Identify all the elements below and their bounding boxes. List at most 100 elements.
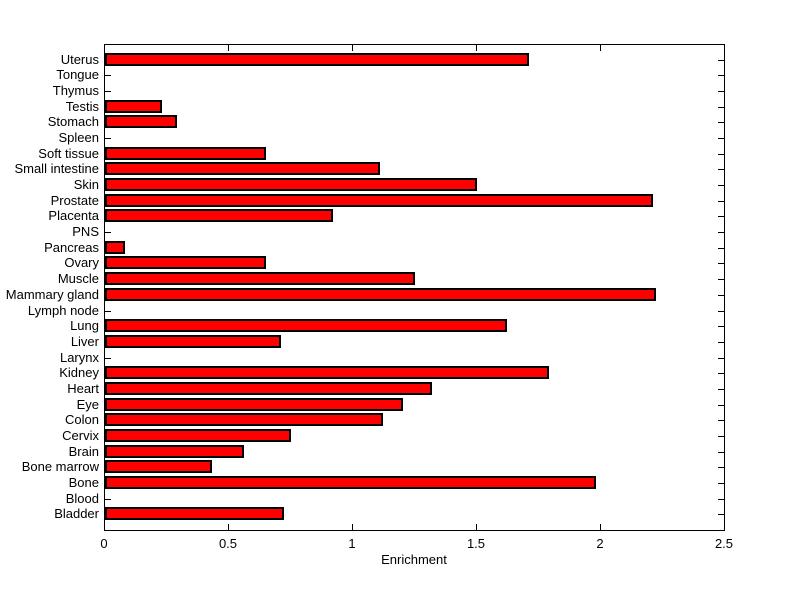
- y-axis-right-tick: [718, 342, 724, 343]
- category-label-lymph-node: Lymph node: [27, 303, 99, 318]
- y-axis-right-tick: [718, 201, 724, 202]
- x-axis-top-tick: [228, 45, 229, 51]
- y-axis-tick: [105, 311, 111, 312]
- x-axis-tick: [724, 524, 725, 530]
- bar-pancreas: [105, 241, 125, 254]
- category-label-colon: Colon: [65, 412, 99, 427]
- y-axis-right-tick: [718, 389, 724, 390]
- category-label-blood: Blood: [65, 491, 99, 506]
- bar-heart: [105, 382, 432, 395]
- x-axis-top-tick: [104, 45, 105, 51]
- category-label-cervix: Cervix: [62, 428, 99, 443]
- y-axis-right-tick: [718, 452, 724, 453]
- bar-skin: [105, 178, 477, 191]
- y-axis-right-tick: [718, 60, 724, 61]
- y-axis-right-tick: [718, 122, 724, 123]
- category-label-uterus: Uterus: [60, 52, 99, 67]
- bar-brain: [105, 445, 244, 458]
- bar-cervix: [105, 429, 291, 442]
- category-label-thymus: Thymus: [52, 83, 99, 98]
- bar-muscle: [105, 272, 415, 285]
- y-axis-right-tick: [718, 91, 724, 92]
- category-label-testis: Testis: [65, 99, 99, 114]
- bar-mammary-gland: [105, 288, 656, 301]
- y-axis-tick: [105, 91, 111, 92]
- y-axis-right-tick: [718, 107, 724, 108]
- y-axis-right-tick: [718, 326, 724, 327]
- category-label-prostate: Prostate: [50, 193, 99, 208]
- x-tick-label: 2: [596, 536, 604, 551]
- y-axis-right-tick: [718, 311, 724, 312]
- y-axis-right-tick: [718, 138, 724, 139]
- y-axis-tick: [105, 499, 111, 500]
- bar-liver: [105, 335, 281, 348]
- bar-placenta: [105, 209, 333, 222]
- x-tick-label: 0.5: [218, 536, 238, 551]
- category-label-spleen: Spleen: [58, 130, 99, 145]
- y-axis-right-tick: [718, 295, 724, 296]
- category-label-soft-tissue: Soft tissue: [38, 146, 99, 161]
- category-label-bladder: Bladder: [54, 506, 99, 521]
- y-axis-tick: [105, 75, 111, 76]
- category-label-tongue: Tongue: [56, 67, 99, 82]
- x-axis-tick: [352, 524, 353, 530]
- x-axis-tick: [228, 524, 229, 530]
- y-axis-right-tick: [718, 436, 724, 437]
- bar-prostate: [105, 194, 653, 207]
- y-axis-right-tick: [718, 420, 724, 421]
- bar-ovary: [105, 256, 266, 269]
- bar-bone-marrow: [105, 460, 212, 473]
- bar-soft-tissue: [105, 147, 266, 160]
- x-tick-label: 1: [348, 536, 356, 551]
- x-axis-tick: [476, 524, 477, 530]
- y-axis-right-tick: [718, 185, 724, 186]
- category-label-heart: Heart: [67, 381, 99, 396]
- y-axis-right-tick: [718, 514, 724, 515]
- y-axis-right-tick: [718, 154, 724, 155]
- y-axis-right-tick: [718, 467, 724, 468]
- x-axis-top-tick: [352, 45, 353, 51]
- x-axis-top-tick: [476, 45, 477, 51]
- category-label-kidney: Kidney: [59, 365, 99, 380]
- y-axis-tick: [105, 358, 111, 359]
- x-axis-top-tick: [724, 45, 725, 51]
- bar-uterus: [105, 53, 529, 66]
- category-label-brain: Brain: [68, 444, 99, 459]
- bar-lung: [105, 319, 507, 332]
- y-axis-right-tick: [718, 169, 724, 170]
- y-axis-tick: [105, 138, 111, 139]
- y-axis-right-tick: [718, 483, 724, 484]
- category-label-muscle: Muscle: [57, 271, 99, 286]
- bar-bladder: [105, 507, 284, 520]
- x-tick-label: 2.5: [714, 536, 734, 551]
- y-axis-right-tick: [718, 248, 724, 249]
- category-label-lung: Lung: [70, 318, 99, 333]
- category-label-larynx: Larynx: [59, 350, 99, 365]
- y-axis-right-tick: [718, 75, 724, 76]
- category-label-bone: Bone: [68, 475, 99, 490]
- y-axis-right-tick: [718, 405, 724, 406]
- category-label-small-intestine: Small intestine: [14, 161, 99, 176]
- x-tick-label: 0: [100, 536, 108, 551]
- y-axis-right-tick: [718, 373, 724, 374]
- y-axis-right-tick: [718, 279, 724, 280]
- x-axis-tick: [104, 524, 105, 530]
- x-axis-top-tick: [600, 45, 601, 51]
- bar-small-intestine: [105, 162, 380, 175]
- bar-eye: [105, 398, 403, 411]
- bar-colon: [105, 413, 383, 426]
- bar-testis: [105, 100, 162, 113]
- y-axis-right-tick: [718, 358, 724, 359]
- x-axis-label: Enrichment: [381, 552, 447, 567]
- category-label-stomach: Stomach: [47, 114, 99, 129]
- category-label-mammary-gland: Mammary gland: [5, 287, 99, 302]
- y-axis-right-tick: [718, 216, 724, 217]
- category-label-liver: Liver: [70, 334, 99, 349]
- category-label-placenta: Placenta: [48, 208, 99, 223]
- bar-stomach: [105, 115, 177, 128]
- y-axis-right-tick: [718, 263, 724, 264]
- bar-bone: [105, 476, 596, 489]
- category-label-ovary: Ovary: [64, 255, 99, 270]
- y-axis-right-tick: [718, 499, 724, 500]
- category-label-skin: Skin: [73, 177, 99, 192]
